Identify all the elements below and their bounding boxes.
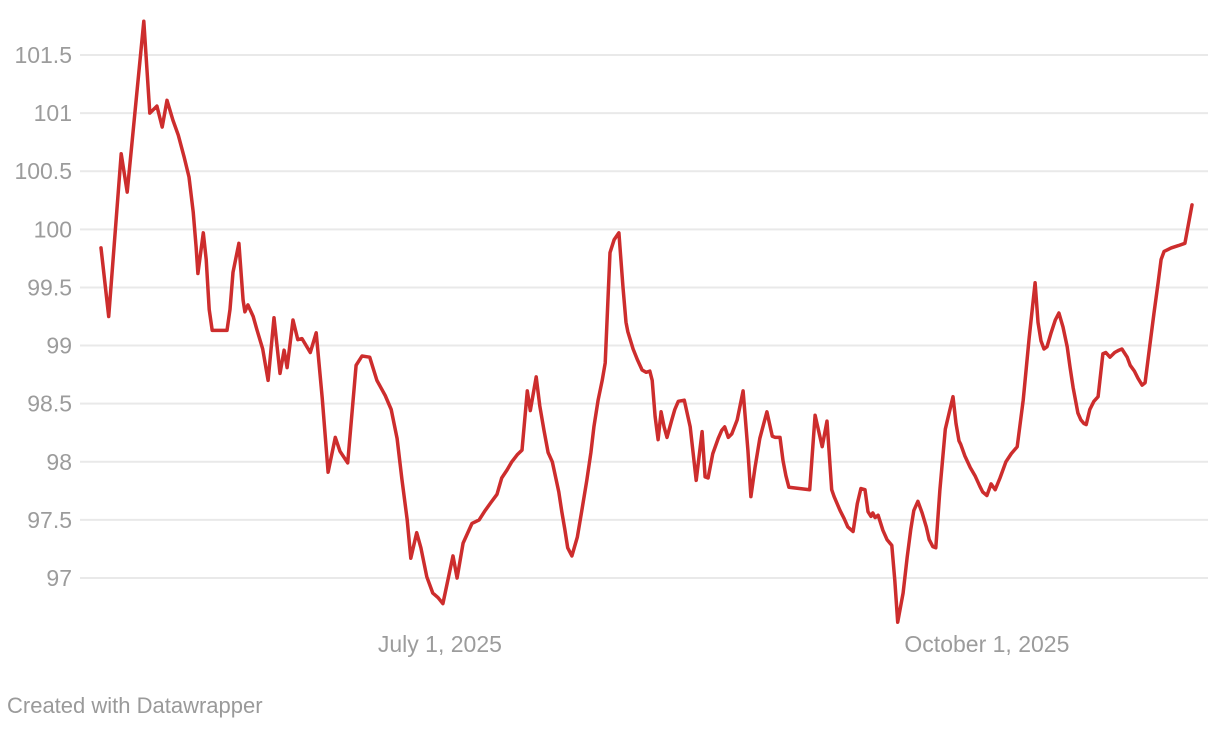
y-tick-label: 97.5 <box>27 507 72 533</box>
y-tick-label: 101 <box>34 100 72 126</box>
x-tick-label: October 1, 2025 <box>904 631 1069 657</box>
y-tick-label: 99 <box>46 333 72 359</box>
data-line <box>99 19 1194 624</box>
y-tick-label: 97 <box>46 565 72 591</box>
y-tick-label: 98 <box>46 449 72 475</box>
y-tick-label: 99.5 <box>27 274 72 300</box>
x-tick-label: July 1, 2025 <box>378 631 502 657</box>
y-tick-label: 100 <box>34 216 72 242</box>
datawrapper-credit-link[interactable]: Created with Datawrapper <box>7 693 263 718</box>
y-tick-label: 100.5 <box>14 158 72 184</box>
y-tick-label: 101.5 <box>14 42 72 68</box>
y-tick-label: 98.5 <box>27 391 72 417</box>
